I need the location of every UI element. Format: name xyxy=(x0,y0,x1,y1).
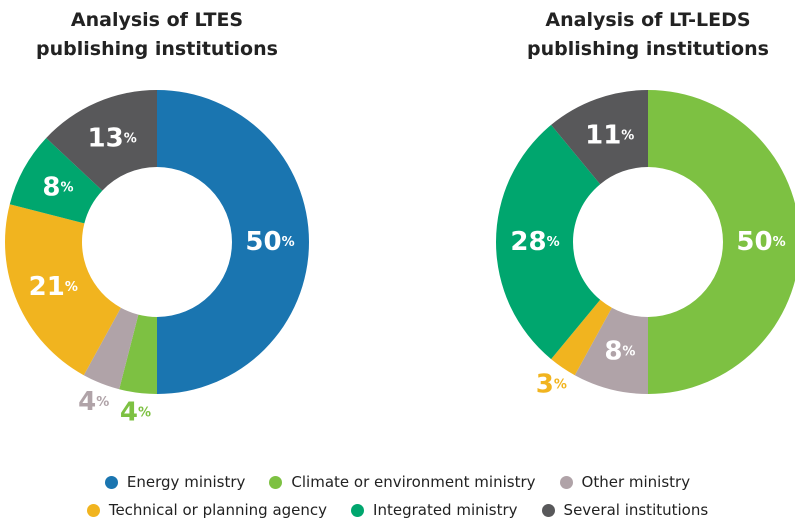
legend-label: Integrated ministry xyxy=(373,501,518,519)
value-label: 13% xyxy=(88,123,137,153)
value-label: 4% xyxy=(78,386,109,416)
value-label: 8% xyxy=(604,336,635,366)
value-label: 3% xyxy=(536,369,567,399)
legend-item: Energy ministry xyxy=(104,468,246,496)
donut-slice xyxy=(648,90,795,394)
legend-item: Several institutions xyxy=(541,496,709,524)
legend-item: Other ministry xyxy=(559,468,691,496)
value-label: 4% xyxy=(120,397,151,427)
chart-title: Analysis of LTES publishing institutions xyxy=(36,9,278,60)
legend-label: Climate or environment ministry xyxy=(291,473,536,491)
legend-item: Climate or environment ministry xyxy=(269,468,536,496)
value-label: 8% xyxy=(42,172,73,202)
donut-slice xyxy=(46,90,157,191)
value-label: 11% xyxy=(585,120,634,150)
value-label: 28% xyxy=(510,227,559,257)
legend-label: Other ministry xyxy=(581,473,691,491)
legend: Energy ministry Climate or environment mi… xyxy=(0,468,795,524)
legend-swatch xyxy=(559,475,573,489)
value-label: 50% xyxy=(736,227,785,257)
donut-slice xyxy=(574,307,648,395)
donut-slice xyxy=(119,314,157,395)
legend-item: Integrated ministry xyxy=(351,496,518,524)
donut-slice xyxy=(5,204,121,376)
donut-slice xyxy=(83,307,139,390)
legend-swatch xyxy=(86,503,100,517)
legend-label: Technical or planning agency xyxy=(108,501,328,519)
donut-slice xyxy=(157,90,309,394)
legend-item: Technical or planning agency xyxy=(86,496,328,524)
donut-slice xyxy=(496,124,601,360)
value-label: 50% xyxy=(245,227,294,257)
value-label: 21% xyxy=(29,271,78,301)
chart-title: Analysis of LT-LEDS publishing instituti… xyxy=(527,9,769,60)
donut-slice xyxy=(551,90,648,185)
legend-swatch xyxy=(541,503,555,517)
legend-swatch xyxy=(104,475,118,489)
legend-label: Energy ministry xyxy=(126,473,246,491)
legend-label: Several institutions xyxy=(563,501,709,519)
donut-slice xyxy=(551,299,612,376)
legend-swatch xyxy=(351,503,365,517)
legend-swatch xyxy=(269,475,283,489)
donut-slice xyxy=(9,137,103,224)
